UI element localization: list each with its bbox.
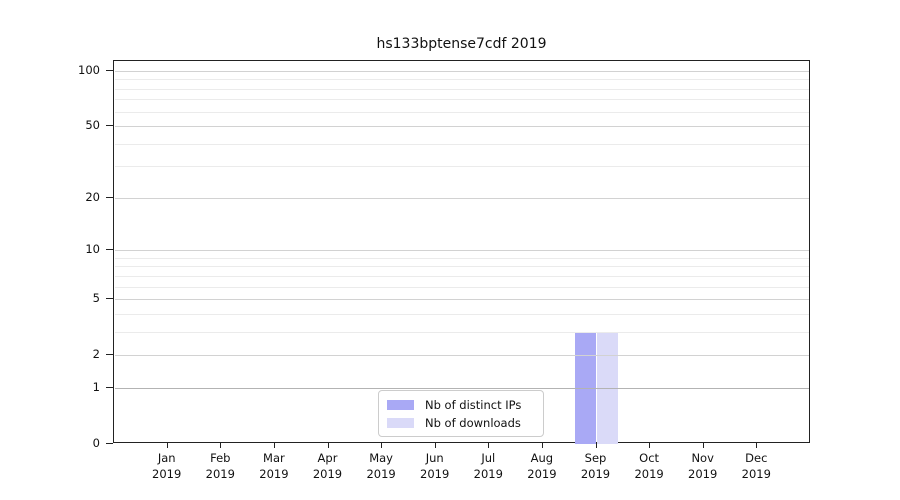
x-tick (702, 443, 704, 448)
legend-swatch-downloads (387, 418, 414, 428)
x-tick-year: 2019 (259, 467, 289, 481)
gridline-minor (115, 111, 809, 113)
x-tick (434, 443, 436, 448)
gridline-minor (115, 313, 809, 315)
chart-title: hs133bptense7cdf 2019 (376, 36, 547, 52)
x-tick (381, 443, 383, 448)
gridline-major (115, 126, 809, 128)
x-tick-year: 2019 (366, 467, 396, 481)
x-tick-year: 2019 (688, 467, 718, 481)
x-tick-month: Mar (263, 451, 285, 465)
x-tick-label: Oct 2019 (619, 450, 679, 482)
y-tick (106, 196, 113, 198)
y-tick-label: 50 (85, 118, 100, 133)
y-tick-label: 20 (85, 189, 100, 204)
x-tick-month: Nov (691, 451, 714, 465)
x-tick-year: 2019 (473, 467, 503, 481)
x-tick-year: 2019 (580, 467, 611, 481)
gridline-major (115, 299, 809, 301)
x-tick (595, 443, 597, 448)
x-tick (166, 443, 168, 448)
x-tick (327, 443, 329, 448)
x-tick-month: Jul (481, 451, 496, 465)
x-tick-year: 2019 (741, 467, 771, 481)
y-tick (106, 298, 113, 300)
legend-label: Nb of distinct IPs (425, 398, 522, 412)
legend: Nb of distinct IPs Nb of downloads (378, 390, 544, 437)
gridline-minor (115, 99, 809, 101)
x-tick (273, 443, 275, 448)
gridline-emphasis-1 (115, 387, 809, 389)
y-tick (106, 70, 113, 71)
gridline-major (115, 71, 809, 72)
x-tick-label: Jul 2019 (458, 450, 518, 482)
x-tick-month: Dec (745, 451, 768, 465)
gridline-minor (115, 257, 809, 259)
x-tick-month: Aug (530, 451, 554, 465)
x-tick-year: 2019 (634, 467, 664, 481)
x-tick-label: Jan 2019 (137, 450, 197, 482)
x-tick-label: Dec 2019 (726, 450, 786, 482)
x-tick-label: Apr 2019 (298, 450, 358, 482)
y-tick (106, 443, 113, 444)
x-tick-month: Feb (210, 451, 231, 465)
x-tick-label: Mar 2019 (244, 450, 304, 482)
gridline-minor (115, 166, 809, 168)
grid-layer (114, 61, 809, 442)
x-tick-month: Oct (639, 451, 660, 465)
x-tick-year: 2019 (527, 467, 557, 481)
x-tick (756, 443, 758, 448)
x-tick-label: Feb 2019 (190, 450, 250, 482)
legend-item-distinct-ips: Nb of distinct IPs (379, 396, 543, 414)
x-tick-label: Jun 2019 (405, 450, 465, 482)
gridline-minor (115, 331, 809, 333)
x-tick-month: Apr (317, 451, 338, 465)
gridline-minor (115, 79, 809, 81)
y-tick (106, 125, 113, 127)
y-tick-label: 0 (92, 436, 100, 450)
gridline-minor (115, 88, 809, 90)
x-tick-month: Jun (425, 451, 444, 465)
plot-area (113, 60, 810, 444)
legend-item-downloads: Nb of downloads (379, 414, 543, 432)
x-tick-month: Sep (584, 451, 607, 465)
y-tick (106, 249, 113, 251)
y-tick-label: 10 (85, 242, 100, 257)
gridline-major (115, 197, 809, 199)
gridline-minor (115, 266, 809, 268)
x-tick (220, 443, 222, 448)
y-tick (106, 386, 113, 388)
x-tick-year: 2019 (152, 467, 182, 481)
x-tick-month: Jan (157, 451, 176, 465)
gridline-major (115, 355, 809, 357)
x-tick-label: May 2019 (351, 450, 411, 482)
x-tick-year: 2019 (205, 467, 235, 481)
x-tick-year: 2019 (312, 467, 343, 481)
legend-swatch-distinct-ips (387, 400, 414, 410)
y-tick-label: 1 (92, 379, 100, 394)
legend-label: Nb of downloads (425, 416, 521, 430)
gridline-major (115, 250, 809, 252)
x-tick (649, 443, 651, 448)
x-tick-label: Aug 2019 (512, 450, 572, 482)
y-tick-label: 100 (78, 63, 100, 77)
y-tick-label: 2 (92, 347, 100, 362)
x-tick (541, 443, 543, 448)
y-tick (106, 354, 113, 356)
x-tick-label: Nov 2019 (673, 450, 733, 482)
y-tick-label: 5 (92, 291, 100, 306)
gridline-minor (115, 286, 809, 288)
gridline-minor (115, 275, 809, 277)
x-tick (488, 443, 490, 448)
x-tick-label: Sep 2019 (566, 450, 626, 482)
gridline-minor (115, 143, 809, 145)
x-tick-year: 2019 (420, 467, 450, 481)
x-tick-month: May (369, 451, 393, 465)
